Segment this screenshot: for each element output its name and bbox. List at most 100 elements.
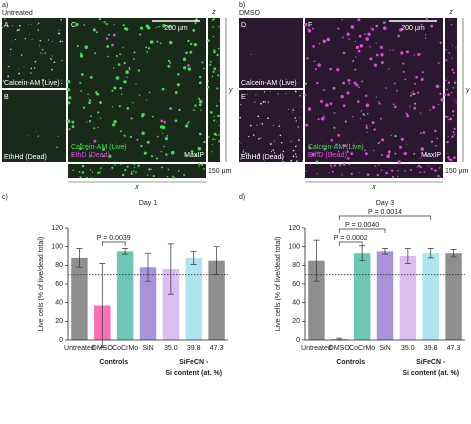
cell-dot: [133, 163, 135, 166]
y-tick-label: 0: [296, 337, 300, 344]
cell-dot: [375, 96, 378, 98]
cell-dot: [216, 53, 219, 57]
cell-dot: [451, 68, 454, 71]
cell-dot: [145, 46, 148, 49]
cell-dot: [294, 117, 296, 119]
cell-dot: [406, 114, 409, 118]
cell-dot: [300, 106, 302, 107]
cell-dot: [218, 124, 220, 126]
cell-dot: [86, 148, 88, 151]
cell-dot: [71, 153, 74, 156]
cell-dot: [452, 115, 455, 117]
cell-dot: [352, 61, 354, 63]
cell-dot: [352, 59, 355, 62]
bar: [399, 256, 417, 340]
scale-label: 200 µm: [401, 25, 425, 32]
cell-dot: [217, 114, 221, 118]
cell-dot: [124, 168, 127, 172]
cell-dot: [209, 60, 212, 63]
cell-dot: [419, 171, 422, 174]
cell-dot: [174, 119, 178, 123]
cell-dot: [339, 164, 342, 167]
subpanel-label: EthHd (Dead): [4, 154, 47, 161]
cell-dot: [331, 167, 333, 169]
cell-dot: [66, 79, 71, 84]
cell-dot: [331, 170, 334, 173]
cell-dot: [373, 128, 376, 131]
cell-dot: [166, 135, 169, 137]
cell-dot: [130, 172, 133, 175]
cell-dot: [165, 153, 168, 156]
x-tick-label: DMSO: [329, 345, 351, 352]
cell-dot: [71, 120, 75, 124]
cell-dot: [141, 131, 145, 135]
cell-dot: [336, 68, 340, 72]
cell-dot: [141, 112, 145, 117]
cell-dot: [123, 61, 126, 65]
cell-dot: [317, 63, 321, 67]
cell-dot: [358, 172, 360, 174]
cell-dot: [61, 59, 63, 62]
cell-dot: [88, 101, 91, 105]
cell-dot: [350, 152, 354, 156]
cell-dot: [446, 140, 449, 144]
cell-dot: [66, 88, 71, 92]
cell-dot: [90, 115, 92, 118]
cell-dot: [380, 53, 384, 57]
cell-dot: [375, 42, 377, 44]
cell-dot: [41, 53, 43, 55]
cell-dot: [250, 53, 252, 55]
cell-dot: [20, 54, 23, 56]
cell-dot: [316, 173, 318, 175]
cell-dot: [93, 127, 96, 130]
micrograph: [68, 18, 206, 162]
cell-dot: [58, 29, 60, 31]
cell-dot: [198, 162, 201, 166]
cell-dot: [126, 106, 130, 110]
cell-dot: [79, 81, 82, 84]
cell-dot: [219, 100, 221, 102]
cell-dot: [211, 75, 214, 77]
cell-dot: [361, 80, 363, 83]
cell-dot: [316, 81, 319, 85]
cell-dot: [99, 117, 102, 119]
cell-dot: [451, 135, 454, 138]
cell-dot: [404, 170, 406, 172]
cell-dot: [430, 140, 434, 143]
cell-dot: [132, 58, 135, 61]
cell-dot: [177, 169, 180, 172]
cell-dot: [340, 94, 344, 99]
y-tick-label: 40: [292, 300, 300, 307]
cell-dot: [320, 99, 324, 103]
cell-dot: [94, 52, 97, 55]
cell-dot: [149, 40, 154, 44]
cell-dot: [298, 139, 300, 141]
cell-dot: [290, 141, 292, 143]
live-label: Calcein-AM (Live): [308, 144, 364, 151]
cell-dot: [80, 90, 83, 92]
cell-dot: [369, 57, 373, 61]
cell-dot: [218, 140, 221, 143]
cell-dot: [280, 141, 283, 144]
cell-dot: [422, 131, 426, 134]
cell-dot: [450, 137, 452, 139]
cell-dot: [79, 147, 82, 150]
cell-dot: [412, 90, 414, 93]
cell-dot: [216, 104, 218, 107]
cell-dot: [453, 81, 457, 85]
cell-dot: [272, 124, 274, 127]
cell-dot: [366, 131, 368, 133]
cell-dot: [379, 45, 383, 49]
cell-dot: [138, 94, 141, 96]
cell-dot: [346, 32, 350, 36]
cell-dot: [348, 82, 351, 85]
cell-dot: [394, 134, 397, 138]
cell-dot: [108, 154, 112, 158]
cell-dot: [31, 24, 32, 26]
cell-dot: [317, 118, 320, 121]
cell-dot: [438, 168, 440, 169]
cell-dot: [47, 39, 49, 41]
cell-dot: [386, 154, 390, 159]
cell-dot: [19, 73, 20, 74]
cell-dot: [450, 159, 453, 162]
